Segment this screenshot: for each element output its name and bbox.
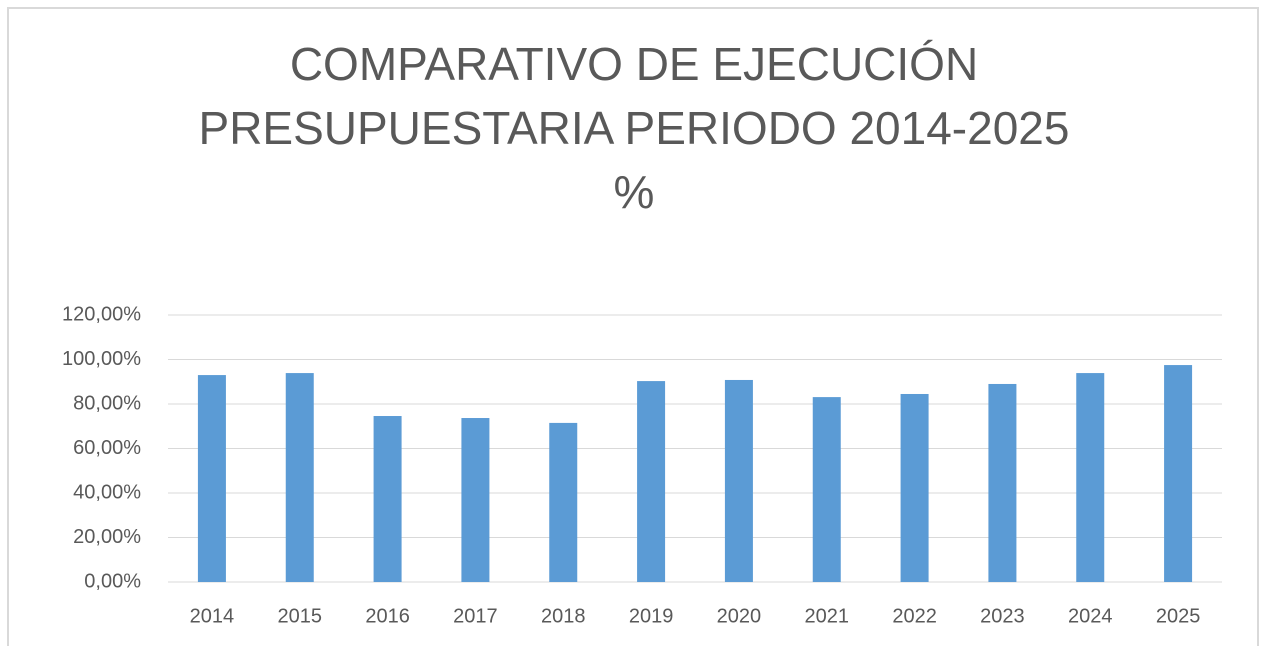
y-tick-label: 100,00% xyxy=(62,348,141,370)
y-tick-label: 20,00% xyxy=(73,526,141,548)
x-tick-label: 2014 xyxy=(190,605,235,627)
bar xyxy=(812,397,841,582)
x-tick-label: 2017 xyxy=(453,605,498,627)
bar xyxy=(197,375,226,582)
y-tick-label: 60,00% xyxy=(73,437,141,459)
x-tick-label: 2018 xyxy=(541,605,586,627)
bar xyxy=(1076,373,1105,582)
bar xyxy=(900,393,929,582)
chart-title: % xyxy=(614,166,655,218)
y-tick-label: 0,00% xyxy=(84,570,141,592)
x-tick-label: 2021 xyxy=(805,605,850,627)
y-tick-label: 80,00% xyxy=(73,392,141,414)
bar xyxy=(1164,365,1193,582)
chart-title: PRESUPUESTARIA PERIODO 2014-2025 xyxy=(199,102,1070,154)
chart-title: COMPARATIVO DE EJECUCIÓN xyxy=(290,38,978,90)
bar xyxy=(637,381,666,582)
chart-frame xyxy=(7,7,1259,646)
bar xyxy=(724,379,753,582)
bar xyxy=(373,416,402,582)
bar xyxy=(285,373,314,582)
x-tick-label: 2024 xyxy=(1068,605,1113,627)
y-tick-label: 40,00% xyxy=(73,481,141,503)
bar xyxy=(461,418,490,582)
x-tick-label: 2025 xyxy=(1156,605,1201,627)
bar xyxy=(988,383,1017,582)
x-tick-label: 2015 xyxy=(278,605,323,627)
bar xyxy=(549,422,578,582)
x-tick-label: 2023 xyxy=(980,605,1025,627)
x-tick-label: 2022 xyxy=(892,605,937,627)
x-tick-label: 2020 xyxy=(717,605,762,627)
x-tick-label: 2016 xyxy=(365,605,410,627)
x-tick-label: 2019 xyxy=(629,605,674,627)
y-tick-label: 120,00% xyxy=(62,303,141,325)
